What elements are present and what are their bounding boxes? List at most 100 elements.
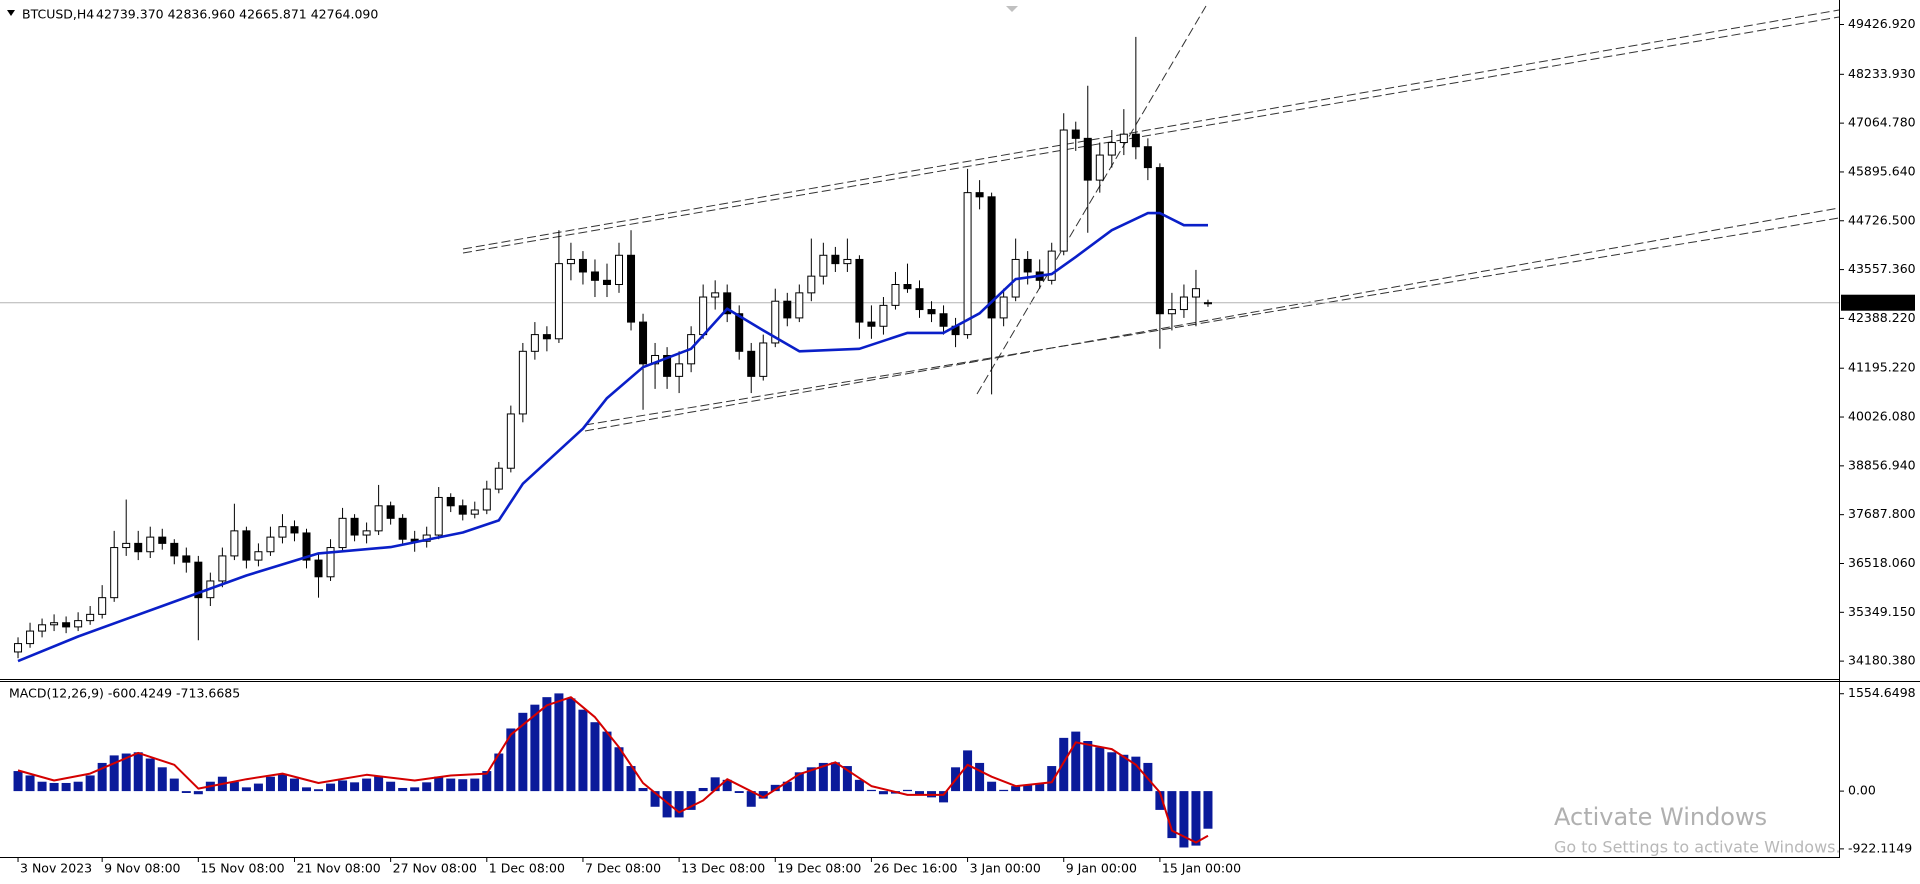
candle-body — [1167, 309, 1176, 315]
chart-title: BTCUSD,H4 — [22, 7, 94, 22]
candle-body — [1143, 146, 1152, 169]
macd-bar — [13, 771, 23, 792]
candle-body — [1071, 129, 1080, 139]
macd-bar — [1155, 791, 1165, 810]
candle-body — [711, 292, 720, 298]
candle-body — [1179, 296, 1188, 311]
candle-body — [1047, 250, 1056, 281]
x-tick-label: 19 Dec 08:00 — [777, 861, 861, 876]
candle-body — [903, 284, 912, 290]
macd-bar — [169, 778, 179, 792]
trendlines — [462, 5, 1840, 432]
candle-body — [1059, 129, 1068, 252]
x-tick-label: 1 Dec 08:00 — [489, 861, 565, 876]
macd-bar — [506, 728, 516, 792]
candle-body — [639, 321, 648, 365]
candle-body — [158, 536, 167, 544]
macd-bar — [398, 787, 408, 792]
macd-bar — [746, 791, 756, 807]
candle-body — [759, 342, 768, 377]
macd-bar — [806, 767, 816, 792]
candle-body — [506, 413, 515, 469]
candle-body — [434, 496, 443, 536]
candle-body — [518, 350, 527, 415]
candle-body — [62, 622, 71, 628]
x-tick-label: 27 Nov 08:00 — [393, 861, 477, 876]
x-tick-label: 15 Jan 00:00 — [1162, 861, 1241, 876]
macd-bar — [157, 767, 167, 792]
x-tick-label: 13 Dec 08:00 — [681, 861, 765, 876]
macd-bar — [1167, 791, 1177, 839]
candle-body — [50, 622, 59, 626]
candle-body — [771, 300, 780, 344]
macd-bar — [662, 791, 672, 818]
candle-body — [747, 350, 756, 377]
macd-bar — [1191, 791, 1201, 846]
candle-body — [723, 292, 732, 315]
macd-bar — [1071, 731, 1081, 792]
candle-body — [254, 551, 263, 561]
candle-body — [590, 271, 599, 281]
shift-marker — [1006, 6, 1018, 12]
candle-body — [891, 284, 900, 306]
macd-bar — [410, 787, 420, 792]
macd-bar — [1059, 737, 1069, 792]
candle-body — [170, 542, 179, 557]
candle-body — [530, 334, 539, 352]
macd-bar — [229, 781, 239, 792]
macd-bar — [818, 762, 828, 792]
candle-body — [338, 517, 347, 549]
y-tick-label: 42388.220 — [1848, 310, 1916, 325]
macd-bar — [530, 704, 540, 792]
candle-body — [134, 542, 143, 553]
macd-bar — [518, 712, 528, 792]
candle-body — [314, 559, 323, 578]
candle-body — [494, 467, 503, 490]
y-tick-label: 48233.930 — [1848, 66, 1916, 81]
macd-bar — [963, 750, 973, 792]
candle-body — [86, 613, 95, 622]
macd-bar — [73, 781, 83, 792]
y-tick-label: 34180.380 — [1848, 653, 1916, 668]
candle-body — [843, 258, 852, 265]
candle-body — [38, 624, 47, 632]
y-tick-label: 35349.150 — [1848, 604, 1916, 619]
macd-bar — [37, 781, 47, 792]
macd-bar — [458, 779, 468, 792]
candle-body — [446, 496, 455, 507]
macd-bar — [782, 781, 792, 792]
candle-body — [975, 192, 984, 198]
macd-bar — [770, 784, 780, 792]
candle-body — [807, 275, 816, 294]
candle-body — [482, 488, 491, 511]
macd-bar — [1095, 747, 1105, 792]
channel-line — [462, 9, 1840, 250]
candle-body — [831, 254, 840, 265]
candle-body — [1131, 133, 1140, 148]
macd-bar — [61, 782, 71, 792]
macd-bar — [638, 787, 648, 792]
candle-body — [999, 296, 1008, 319]
candle-body — [783, 300, 792, 319]
macd-bar — [362, 778, 372, 792]
candle-body — [218, 555, 227, 582]
macd-bar — [578, 709, 588, 792]
candle-body — [663, 354, 672, 377]
indicator-title: MACD(12,26,9) -600.4249 -713.6685 — [9, 686, 240, 701]
candle-body — [242, 530, 251, 561]
candle-body — [1083, 137, 1092, 181]
candle-body — [362, 530, 371, 536]
candle-body — [627, 254, 636, 323]
candle-body — [470, 509, 479, 515]
y-tick-label: 37687.800 — [1848, 506, 1916, 521]
candle-body — [578, 258, 587, 273]
macd-bar — [794, 772, 804, 792]
watermark-text: Go to Settings to activate Windows. — [1554, 838, 1841, 857]
macd-bar — [626, 766, 636, 792]
macd-bar — [350, 782, 360, 792]
candle-body — [735, 313, 744, 352]
symbol-menu-arrow[interactable] — [7, 10, 15, 16]
macd-bar — [434, 776, 444, 792]
y-tick-label: 1554.6498 — [1848, 685, 1916, 700]
candle-body — [819, 254, 828, 277]
